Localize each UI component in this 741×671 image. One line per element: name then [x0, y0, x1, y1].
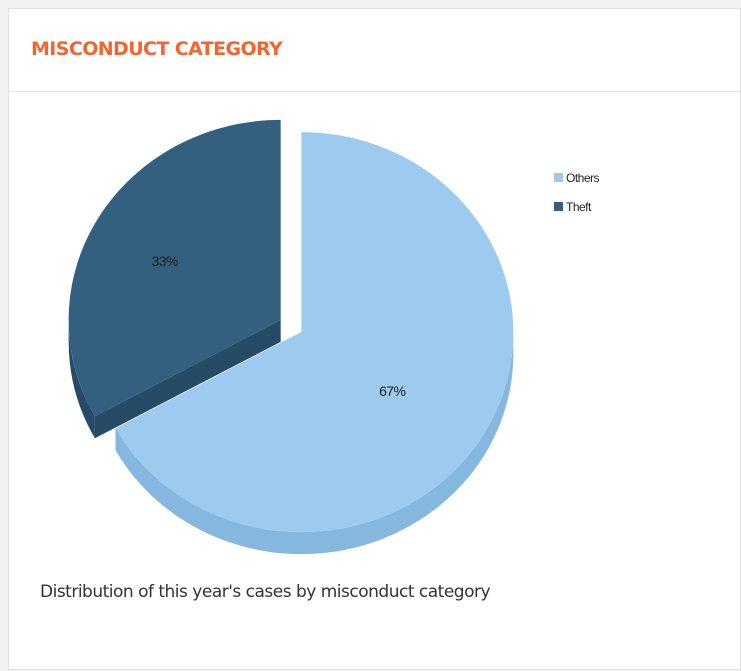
legend-label-theft: Theft — [566, 200, 592, 214]
pie-wall-theft — [94, 319, 281, 439]
chart-caption: Distribution of this year's cases by mis… — [40, 582, 491, 602]
slice-label-theft: 33% — [152, 253, 178, 269]
pie-side-theft — [68, 319, 95, 439]
legend-swatch-theft — [554, 202, 563, 211]
card-header: MISCONDUCT CATEGORY — [9, 9, 740, 92]
pie-chart: 67% 33% Others Theft — [68, 119, 600, 555]
legend-label-others: Others — [566, 171, 600, 185]
slice-label-others: 67% — [379, 383, 405, 399]
legend-swatch-others — [554, 173, 563, 182]
misconduct-category-card: MISCONDUCT CATEGORY 67% 33% Others Theft D… — [8, 8, 741, 670]
chart-legend: Others Theft — [554, 171, 600, 214]
pie-slice-theft — [68, 119, 281, 417]
card-title: MISCONDUCT CATEGORY — [31, 37, 283, 60]
pie-slice-others — [115, 132, 514, 533]
